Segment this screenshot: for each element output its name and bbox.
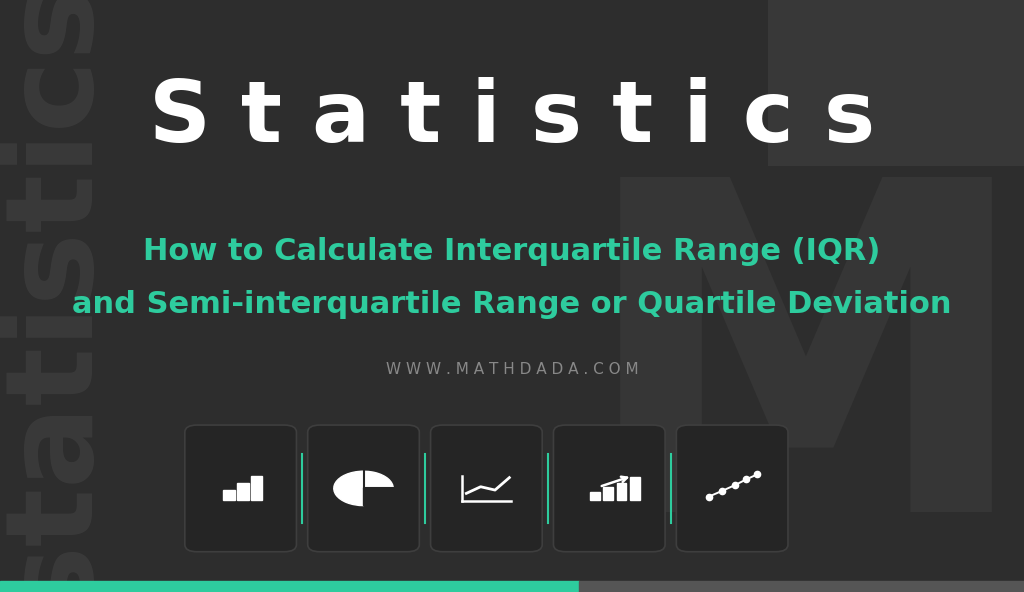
Text: How to Calculate Interquartile Range (IQR): How to Calculate Interquartile Range (IQ… xyxy=(143,237,881,266)
Bar xyxy=(223,490,236,500)
FancyBboxPatch shape xyxy=(307,425,420,552)
FancyBboxPatch shape xyxy=(553,425,666,552)
Bar xyxy=(0,581,579,592)
FancyBboxPatch shape xyxy=(676,425,788,552)
Bar xyxy=(630,477,640,500)
Text: M: M xyxy=(579,163,1024,592)
Text: W W W . M A T H D A D A . C O M: W W W . M A T H D A D A . C O M xyxy=(386,362,638,378)
Text: statistics: statistics xyxy=(0,0,112,592)
FancyBboxPatch shape xyxy=(430,425,543,552)
Bar xyxy=(616,483,627,500)
Wedge shape xyxy=(334,471,393,506)
FancyBboxPatch shape xyxy=(184,425,297,552)
FancyBboxPatch shape xyxy=(768,0,1024,166)
Bar xyxy=(251,477,262,500)
Wedge shape xyxy=(364,488,393,506)
Bar xyxy=(590,492,600,500)
Bar xyxy=(238,483,249,500)
Text: and Semi-interquartile Range or Quartile Deviation: and Semi-interquartile Range or Quartile… xyxy=(73,291,951,319)
Text: S t a t i s t i c s: S t a t i s t i c s xyxy=(148,77,876,160)
Bar xyxy=(579,581,1024,592)
Bar xyxy=(603,487,613,500)
